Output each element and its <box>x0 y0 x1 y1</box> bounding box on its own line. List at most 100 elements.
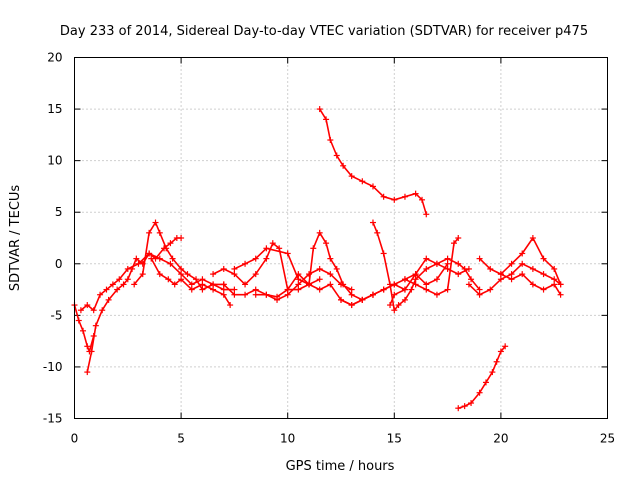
data-point <box>327 255 334 262</box>
data-point <box>476 255 483 262</box>
data-point <box>489 369 496 376</box>
data-point <box>369 291 376 298</box>
data-point <box>557 281 564 288</box>
data-point <box>401 286 408 293</box>
data-point <box>263 245 270 252</box>
data-point <box>171 281 178 288</box>
y-tick-label: -5 <box>51 308 63 322</box>
y-tick-label: 15 <box>47 102 62 116</box>
data-point <box>455 235 462 241</box>
data-point <box>340 162 347 169</box>
data-point <box>231 271 238 278</box>
data-point <box>84 343 91 350</box>
data-point <box>323 240 330 247</box>
series-line <box>478 237 562 286</box>
data-point <box>333 152 340 159</box>
data-point <box>374 229 381 236</box>
data-point <box>103 286 110 293</box>
data-point <box>359 296 366 303</box>
data-point <box>557 291 564 298</box>
data-point <box>163 245 170 252</box>
data-point <box>348 173 355 180</box>
data-point <box>167 260 174 267</box>
data-point <box>295 281 302 288</box>
data-point <box>551 265 558 272</box>
data-point <box>148 255 155 262</box>
data-point <box>433 291 440 298</box>
data-point <box>135 260 142 267</box>
series-line <box>318 108 428 216</box>
data-point <box>476 286 483 293</box>
series-line <box>133 221 236 291</box>
data-point <box>387 302 394 309</box>
data-point <box>423 286 430 293</box>
data-point <box>412 276 419 283</box>
data-point <box>327 281 334 288</box>
series-track-2 <box>84 235 185 376</box>
data-point <box>323 116 330 123</box>
series-track-7 <box>220 265 355 303</box>
data-point <box>380 250 387 257</box>
data-point <box>412 281 419 288</box>
data-point <box>310 245 317 252</box>
y-tick-label: -10 <box>43 360 63 374</box>
series-track-4 <box>131 219 238 293</box>
data-point <box>188 281 195 288</box>
data-point <box>423 255 430 262</box>
data-point <box>220 281 227 288</box>
data-point <box>105 296 112 303</box>
data-point <box>188 286 195 293</box>
data-point <box>156 271 163 278</box>
data-point <box>401 193 408 200</box>
data-point <box>295 286 302 293</box>
data-point <box>193 276 200 283</box>
chart-title: Day 233 of 2014, Sidereal Day-to-day VTE… <box>60 24 588 39</box>
data-point <box>156 229 163 236</box>
data-point <box>433 276 440 283</box>
data-point <box>178 271 185 278</box>
data-point <box>99 307 106 314</box>
data-point <box>465 281 472 288</box>
data-point <box>114 286 121 293</box>
data-point <box>199 286 206 293</box>
data-point <box>269 240 276 247</box>
data-point <box>508 271 515 278</box>
data-point <box>284 286 291 293</box>
y-tick-label: 20 <box>47 51 62 65</box>
data-point <box>468 276 475 283</box>
data-point <box>295 276 302 283</box>
data-point <box>178 276 185 283</box>
data-point <box>508 276 515 283</box>
data-point <box>139 271 146 278</box>
data-point <box>178 235 185 241</box>
data-point <box>252 255 259 262</box>
data-point <box>156 255 163 262</box>
series-line <box>212 242 321 291</box>
y-tick-labels: -15 -10 -5 0 5 10 15 20 <box>43 51 63 426</box>
data-point <box>387 281 394 288</box>
data-point <box>210 271 217 278</box>
series-track-17 <box>476 235 564 288</box>
data-point <box>497 271 504 278</box>
data-point <box>455 271 462 278</box>
data-point <box>316 265 323 272</box>
data-point <box>131 281 138 288</box>
data-point <box>450 240 457 247</box>
data-point <box>146 229 153 236</box>
data-point <box>423 211 430 218</box>
data-point <box>333 265 340 272</box>
grid <box>74 57 608 419</box>
series-track-18 <box>497 271 564 298</box>
data-point <box>210 286 217 293</box>
data-point <box>391 291 398 298</box>
data-point <box>152 219 159 226</box>
data-point <box>227 302 234 309</box>
data-point <box>109 281 116 288</box>
series-track-5 <box>148 255 234 309</box>
series-track-12 <box>369 219 472 314</box>
data-point <box>284 291 291 298</box>
data-point <box>444 286 451 293</box>
data-point <box>391 196 398 203</box>
data-point <box>444 265 451 272</box>
data-point <box>252 286 259 293</box>
